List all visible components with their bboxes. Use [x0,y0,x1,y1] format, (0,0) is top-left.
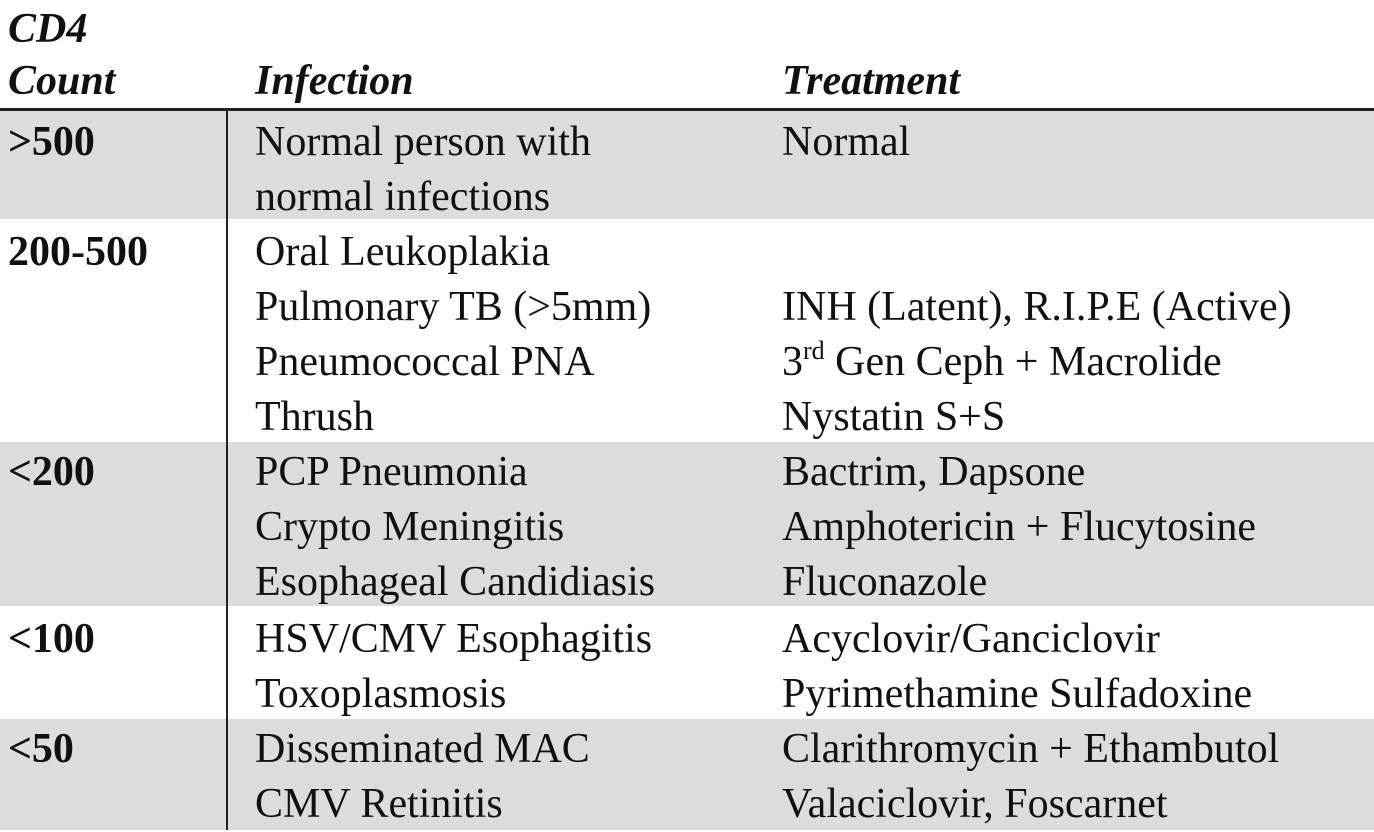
treatment-cell: Normal [782,115,910,170]
treatment-line: Normal [782,119,911,165]
infection-line: Esophageal Candidiasis [255,559,656,605]
treatment-line: 3rd Gen Ceph + Macrolide [782,335,1292,390]
header-rule [0,108,1374,111]
cd4-count-cell: 200-500 [8,229,148,275]
cd4-count-cell: >500 [8,119,95,165]
treatment-line: Bactrim, Dapsone [782,449,1086,495]
header-count-line1: CD4 [8,6,88,52]
treatment-line: INH (Latent), R.I.P.E (Active) [782,284,1292,330]
treatment-line-empty [782,225,1292,280]
infection-cell: Normal person with normal infections [255,115,591,225]
table-row: <200 PCP Pneumonia Crypto Meningitis Eso… [0,442,1374,606]
treatment-line: Acyclovir/Ganciclovir [782,616,1160,662]
ordinal-number: 3 [782,339,803,385]
row-divider [0,219,1374,222]
infection-line: Thrush [255,394,374,440]
row-divider [0,606,1374,609]
table-row: <50 Disseminated MAC CMV Retinitis Clari… [0,719,1374,830]
infection-cell: Disseminated MAC CMV Retinitis [255,722,590,832]
header-count-line2: Count [8,58,116,104]
ordinal-rest: Gen Ceph + Macrolide [824,339,1222,385]
infection-line: PCP Pneumonia [255,449,528,495]
treatment-line: Valaciclovir, Foscarnet [782,781,1168,827]
infection-line: Crypto Meningitis [255,504,565,550]
table-row: <100 HSV/CMV Esophagitis Toxoplasmosis A… [0,609,1374,717]
infection-line: Pneumococcal PNA [255,339,595,385]
header-treatment: Treatment [782,58,961,104]
infection-line: HSV/CMV Esophagitis [255,616,653,662]
infection-line: CMV Retinitis [255,781,503,827]
table-header: CD4 Count Infection Treatment [0,0,1374,110]
infection-line: Normal person with [255,119,591,165]
treatment-cell: Acyclovir/Ganciclovir Pyrimethamine Sulf… [782,612,1252,722]
treatment-line: Fluconazole [782,559,988,605]
treatment-line: Clarithromycin + Ethambutol [782,726,1280,772]
table-row: >500 Normal person with normal infection… [0,111,1374,220]
infection-line: normal infections [255,174,551,220]
header-infection: Infection [255,58,414,104]
treatment-line: Nystatin S+S [782,394,1006,440]
treatment-cell: Bactrim, Dapsone Amphotericin + Flucytos… [782,445,1256,610]
infection-cell: PCP Pneumonia Crypto Meningitis Esophage… [255,445,655,610]
cd4-count-cell: <200 [8,449,95,495]
infection-cell: Oral Leukoplakia Pulmonary TB (>5mm) Pne… [255,225,651,445]
column-separator [226,111,228,830]
cd4-count-cell: <50 [8,726,74,772]
infection-line: Disseminated MAC [255,726,590,772]
infection-line: Oral Leukoplakia [255,229,551,275]
treatment-line: Amphotericin + Flucytosine [782,504,1256,550]
cd4-count-cell: <100 [8,616,95,662]
infection-line: Pulmonary TB (>5mm) [255,284,652,330]
treatment-line: Pyrimethamine Sulfadoxine [782,671,1253,717]
treatment-cell: Clarithromycin + Ethambutol Valaciclovir… [782,722,1279,832]
infection-line: Toxoplasmosis [255,671,507,717]
ordinal-superscript: rd [803,336,825,365]
table-row: 200-500 Oral Leukoplakia Pulmonary TB (>… [0,222,1374,440]
infection-cell: HSV/CMV Esophagitis Toxoplasmosis [255,612,652,722]
row-divider [0,716,1374,719]
treatment-cell: INH (Latent), R.I.P.E (Active) 3rd Gen C… [782,225,1292,445]
